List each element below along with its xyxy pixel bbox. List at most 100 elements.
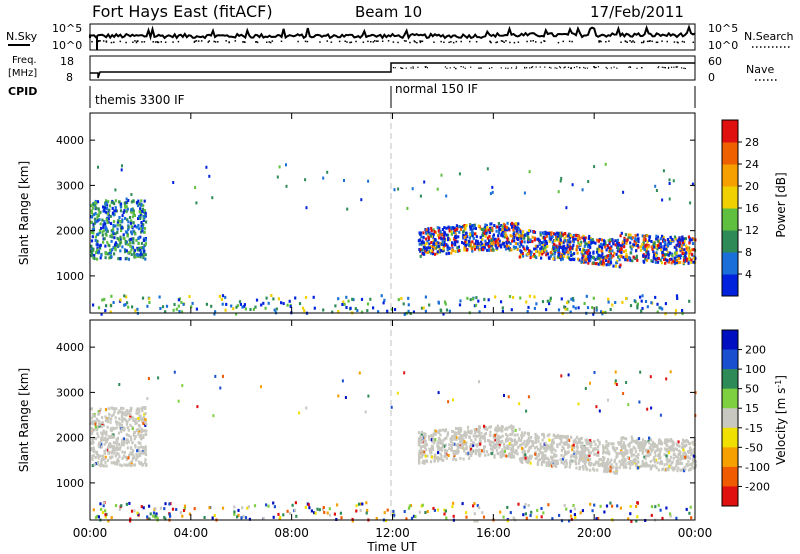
nave-point — [402, 67, 404, 70]
data-cell — [94, 239, 97, 242]
data-cell — [688, 511, 691, 515]
data-cell — [672, 449, 675, 453]
data-cell — [605, 445, 608, 449]
data-cell — [635, 519, 638, 523]
data-cell — [585, 458, 588, 462]
data-cell — [527, 237, 530, 241]
data-cell — [618, 451, 621, 455]
data-cell — [692, 260, 695, 264]
data-cell — [139, 235, 142, 239]
data-cell — [670, 252, 673, 256]
data-cell — [496, 424, 499, 428]
data-cell — [559, 434, 562, 438]
data-cell — [134, 309, 137, 313]
data-cell — [123, 201, 126, 205]
data-cell — [657, 454, 661, 458]
data-cell — [462, 233, 465, 237]
data-cell — [565, 435, 568, 439]
data-cell — [592, 261, 595, 265]
data-cell — [118, 422, 121, 426]
data-cell — [637, 444, 640, 448]
data-cell — [561, 257, 564, 261]
data-cell — [654, 454, 657, 458]
data-cell — [407, 296, 410, 300]
data-cell — [586, 458, 590, 461]
data-cell — [690, 248, 693, 252]
data-cell — [536, 462, 539, 466]
data-cell — [634, 450, 638, 454]
data-cell — [594, 460, 597, 464]
noise-search-point — [433, 41, 435, 43]
data-cell — [598, 457, 601, 461]
data-cell — [445, 456, 448, 460]
data-cell — [104, 460, 107, 464]
data-cell — [581, 509, 584, 513]
data-cell — [643, 455, 646, 459]
data-cell — [93, 257, 96, 261]
y-tick-label: 1000 — [56, 477, 84, 490]
data-cell — [584, 260, 587, 264]
nave-point — [515, 66, 518, 68]
data-cell — [100, 437, 103, 441]
data-cell — [152, 514, 155, 518]
data-cell — [142, 429, 145, 433]
data-cell — [623, 245, 626, 249]
data-cell — [664, 253, 667, 257]
data-cell — [476, 430, 479, 433]
data-cell — [487, 228, 490, 232]
data-cell — [423, 180, 426, 184]
data-cell — [494, 243, 497, 247]
data-cell — [634, 300, 637, 304]
data-cell — [615, 252, 618, 256]
data-cell — [359, 502, 362, 506]
data-cell — [653, 257, 656, 261]
data-cell — [134, 434, 137, 438]
data-cell — [562, 455, 565, 459]
data-cell — [139, 217, 142, 220]
data-cell — [614, 243, 617, 247]
data-cell — [96, 246, 99, 250]
noise-search-point — [543, 40, 546, 43]
data-cell — [546, 245, 549, 249]
data-cell — [497, 244, 500, 248]
data-cell — [425, 250, 428, 254]
data-cell — [105, 199, 108, 203]
data-cell — [305, 206, 308, 210]
noise-search-point — [110, 41, 113, 44]
data-cell — [637, 237, 640, 241]
data-cell — [421, 503, 424, 507]
data-cell — [125, 197, 128, 201]
data-cell — [485, 224, 488, 228]
data-cell — [679, 468, 682, 472]
noise-search-point — [214, 41, 217, 43]
data-cell — [181, 514, 184, 518]
data-cell — [480, 449, 483, 453]
data-cell — [668, 251, 672, 255]
data-cell — [132, 221, 135, 225]
data-cell — [622, 462, 625, 466]
data-cell — [539, 442, 542, 446]
data-cell — [568, 257, 572, 261]
data-cell — [674, 447, 677, 451]
data-cell — [647, 256, 650, 260]
data-cell — [618, 258, 621, 262]
data-cell — [132, 433, 135, 437]
data-cell — [102, 429, 105, 433]
data-cell — [479, 452, 482, 456]
data-cell — [333, 512, 336, 516]
data-cell — [650, 447, 653, 451]
data-cell — [177, 304, 180, 308]
data-cell — [690, 238, 693, 242]
data-cell — [341, 379, 344, 383]
data-cell — [138, 434, 142, 438]
data-cell — [645, 448, 648, 452]
data-cell — [593, 440, 596, 443]
data-cell — [521, 456, 525, 460]
data-cell — [446, 433, 449, 437]
data-cell — [653, 451, 657, 455]
data-cell — [120, 504, 123, 508]
data-cell — [627, 235, 630, 239]
data-cell — [210, 304, 213, 308]
data-cell — [452, 227, 455, 231]
data-cell — [129, 517, 132, 521]
